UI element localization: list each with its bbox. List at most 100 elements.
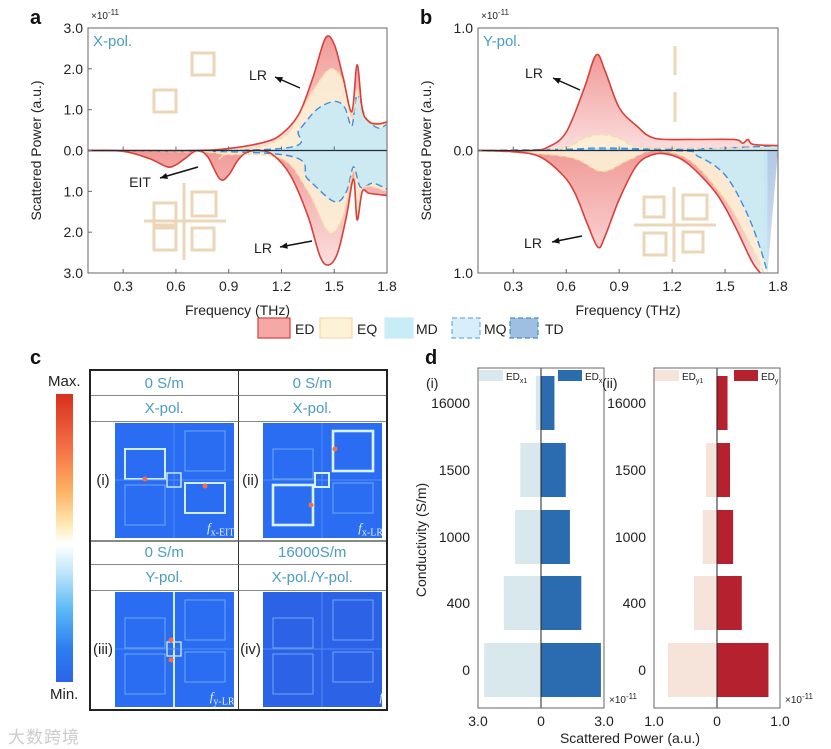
x-axis-label: Frequency (THz) (185, 302, 290, 318)
annotation-label: LR (524, 235, 542, 251)
hotspot-icon (142, 476, 148, 482)
cell-roman-label: (iii) (93, 641, 113, 659)
frequency-label: f (379, 689, 383, 705)
resonator-icon (190, 51, 216, 77)
resonator-icon (152, 201, 178, 227)
resonator-outline (124, 617, 166, 649)
frequency-label: fx-EIT (206, 519, 235, 539)
hotspot-icon (168, 657, 174, 663)
x-scale-label: ×10-11 (785, 692, 813, 706)
field-pattern (115, 592, 234, 708)
d-y-axis-label: Conductivity (S/m) (413, 483, 429, 597)
line-eq-lower (88, 149, 387, 234)
legend-label-md: MD (416, 321, 438, 337)
legend-label: EDx (585, 372, 603, 385)
resonator-outline (332, 599, 373, 641)
y-tick-label: 1.0 (454, 265, 474, 281)
resonator-outline (332, 482, 373, 514)
y-scale-label: ×10-11 (91, 8, 119, 22)
cell-conductivity: 0 S/m (91, 371, 239, 396)
y-scale-label: ×10-11 (481, 8, 509, 22)
x-tick-label: 0.9 (219, 278, 239, 294)
cell-conductivity: 0 S/m (91, 540, 239, 565)
y-tick-label: 1.0 (64, 102, 84, 118)
x-tick-label: 1.5 (325, 278, 345, 294)
arrowhead-icon (275, 77, 283, 83)
y-tick-label: 3.0 (64, 20, 84, 36)
y-tick-label: 0.0 (64, 143, 84, 159)
x-tick-label: 3.0 (594, 713, 614, 729)
bar-edy1-0 (668, 643, 717, 697)
resonator-outline (124, 448, 166, 481)
legend-label-mq: MQ (484, 321, 507, 337)
resonator-icon (152, 226, 178, 252)
colorbar-min-label: Min. (50, 686, 79, 703)
y-tick-label: 1500 (615, 462, 646, 478)
annotation-label: EIT (129, 174, 151, 190)
frequency-label: fx-LR (358, 519, 383, 539)
cell-polarization: X-pol. (91, 396, 239, 422)
annotation-label: LR (254, 240, 272, 256)
plot-frame (653, 367, 781, 709)
cell-roman-label: (iv) (240, 641, 261, 659)
chart-panel-b: 0.3 0.6 0.9 1.2 1.5 1.8 1.0 0.0 1.0 ×10-11 Y-pol. F… (418, 8, 788, 318)
panel-label-a: a (30, 7, 42, 29)
bar-edy-1500 (717, 443, 731, 497)
bar-edx1-400 (503, 576, 541, 630)
y-tick-label: 0 (462, 662, 470, 678)
y-axis-label: Scattered Power (a.u.) (28, 80, 44, 220)
bar-edx-1500 (541, 443, 566, 497)
x-tick-label: 1.2 (272, 278, 292, 294)
x-tick-label: 0.6 (557, 278, 577, 294)
gap-hotspot (313, 472, 330, 489)
bar-edy-16000 (717, 376, 728, 430)
x-tick-label: 1.5 (715, 278, 735, 294)
subpanel-label: (i) (426, 375, 438, 391)
y-tick-label: 1.0 (454, 20, 474, 36)
subpanel-label: (ii) (602, 375, 618, 391)
legend-swatch-td (509, 317, 539, 339)
x-tick-label: 0.3 (113, 278, 133, 294)
bar-edx1-1500 (520, 443, 541, 497)
resonator-icon (642, 231, 668, 257)
y-tick-label: 1.0 (64, 183, 84, 199)
resonator-outline (271, 483, 314, 527)
resonator-icon (190, 226, 216, 252)
field-map-image (262, 592, 382, 708)
y-tick-label: 2.0 (64, 224, 84, 240)
arrowhead-icon (552, 237, 560, 244)
y-tick-label: 2.0 (64, 61, 84, 77)
legend-label-ed: ED (295, 321, 314, 337)
resonator-icon (681, 193, 709, 221)
legend-label-eq: EQ (357, 321, 377, 337)
legend-swatch-eq (319, 317, 353, 339)
bar-edy-0 (717, 643, 769, 697)
x-tick-label: 1.0 (644, 713, 664, 729)
resonator-icon (152, 88, 178, 114)
x-tick-label: 0.9 (609, 278, 629, 294)
y-tick-label: 3.0 (64, 265, 84, 281)
cell-polarization: X-pol./Y-pol. (238, 565, 386, 591)
y-tick-label: 400 (447, 595, 471, 611)
chart-panel-a: 0.3 0.6 0.9 1.2 1.5 1.8 3.0 2.0 1.0 0.0 1.0 2.0 3.0 ×… (28, 8, 397, 318)
panel-label-c: c (30, 347, 41, 369)
bar-chart-d-i: 16000 1500 1000 400 0 3.0 0 3.0 ×10-11 (i) EDx1 EDx (426, 367, 637, 729)
d-x-axis-label: Scattered Power (a.u.) (560, 730, 700, 746)
x-scale-label: ×10-11 (609, 692, 637, 706)
field-map-image (115, 592, 234, 708)
area-ed-upper (478, 54, 778, 151)
resonator-outline (272, 448, 313, 480)
resonator-icon (190, 190, 218, 218)
plot-area (88, 35, 387, 266)
y-tick-label: 0 (638, 662, 646, 678)
legend-swatch (479, 370, 503, 381)
line-eq-upper (478, 133, 778, 152)
bar-edx1-0 (484, 643, 541, 697)
legend-label-td: TD (545, 321, 564, 337)
hotspot-icon (308, 502, 313, 508)
colorbar-max-label: Max. (48, 373, 81, 390)
arrowhead-icon (553, 78, 561, 84)
cell-polarization: X-pol. (238, 396, 386, 422)
plot-area (478, 46, 778, 273)
cell-conductivity: 0 S/m (238, 371, 386, 396)
